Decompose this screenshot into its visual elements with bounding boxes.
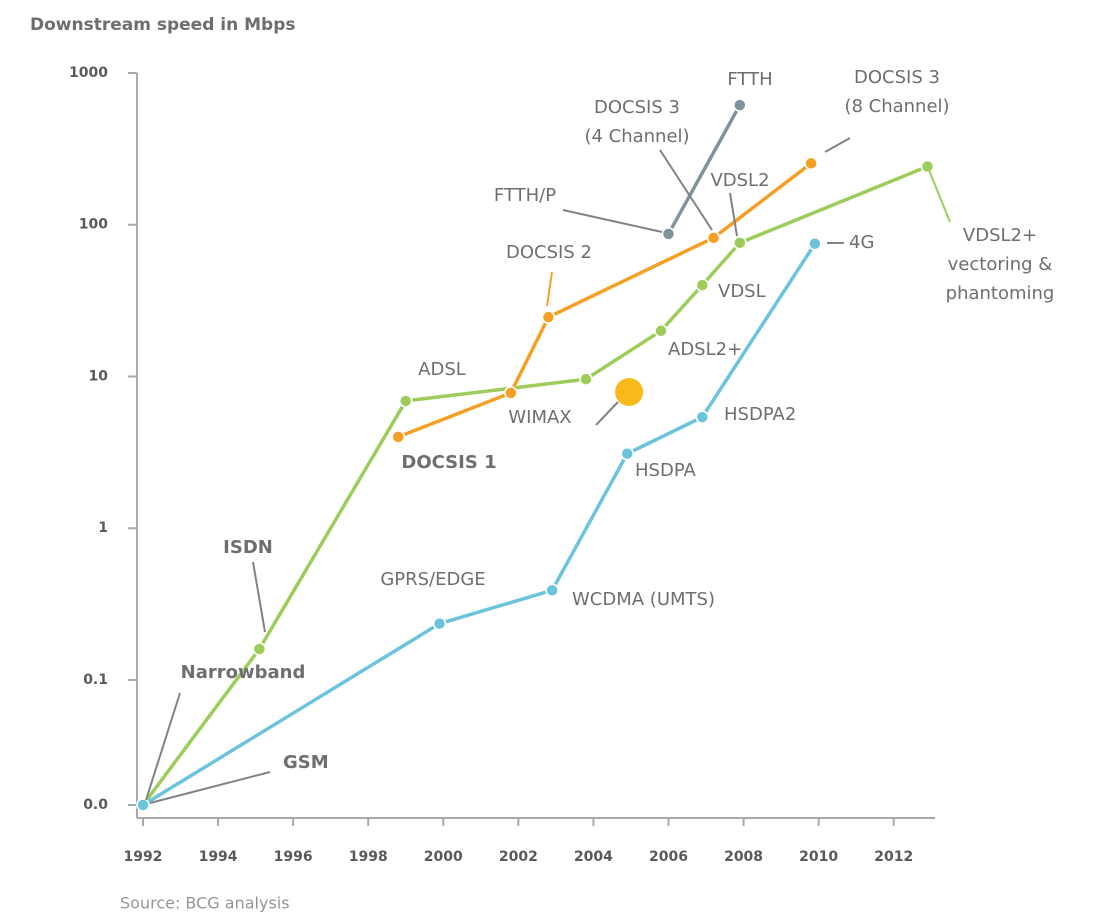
annotation: HSDPA (635, 460, 697, 481)
point (654, 324, 668, 338)
point (661, 227, 676, 241)
x-tick-label: 2002 (499, 849, 538, 865)
leader-line (145, 692, 181, 801)
annotation: FTTH (727, 69, 772, 90)
y-tick-label: 0.1 (83, 672, 108, 688)
annotation: HSDPA2 (724, 404, 796, 425)
annotation: DOCSIS 1 (401, 452, 496, 473)
point (620, 446, 634, 461)
x-tick-label: 1994 (199, 849, 238, 865)
annotation: 4G (849, 232, 874, 253)
annotation: phantoming (946, 283, 1055, 304)
y-tick-label: 100 (79, 217, 108, 233)
leader-line (595, 401, 619, 426)
x-tick-label: 2008 (724, 849, 763, 865)
point (252, 642, 267, 656)
point (695, 410, 710, 424)
source: Source: BCG analysis (120, 894, 290, 913)
point (432, 616, 447, 631)
point (706, 231, 721, 245)
point (545, 583, 559, 598)
leader-line (729, 192, 738, 237)
annotation: VDSL2 (710, 170, 769, 191)
x-tick-label: 1996 (274, 849, 313, 865)
annotation: GPRS/EDGE (380, 569, 485, 590)
x-tick-label: 2000 (424, 849, 463, 865)
point (920, 159, 935, 174)
x-tick-label: 1992 (124, 849, 163, 865)
point (391, 430, 405, 444)
x-tick-label: 2004 (574, 849, 613, 865)
y-tick-label: 0.0 (83, 797, 108, 813)
y-tick-label: 10 (89, 368, 109, 384)
line (141, 164, 929, 807)
annotation: vectoring & (948, 254, 1053, 275)
annotation: FTTH/P (494, 185, 556, 206)
x-tick-label: 2006 (649, 849, 688, 865)
annotation: DOCSIS 3 (854, 67, 940, 88)
point (541, 310, 556, 324)
x-tick-label: 1998 (349, 849, 388, 865)
point (733, 98, 747, 112)
x-tick-label: 2010 (799, 849, 838, 865)
annotation: GSM (283, 752, 329, 773)
leader-line (252, 561, 266, 633)
point (504, 386, 518, 400)
leader-line (562, 209, 663, 233)
annotation: ADSL2+ (668, 339, 742, 360)
leader-line (149, 771, 271, 804)
annotation: (8 Channel) (844, 96, 949, 117)
leader-line (824, 137, 851, 153)
line (666, 104, 742, 235)
point (579, 372, 593, 386)
point (398, 394, 413, 408)
point (733, 236, 747, 250)
annotation: DOCSIS 3 (594, 97, 680, 118)
point (136, 798, 150, 812)
annotation: ADSL (418, 359, 466, 380)
x-tick-label: 2012 (874, 849, 913, 865)
bubble (615, 378, 644, 407)
line (142, 242, 817, 807)
annotation: VDSL (718, 281, 766, 302)
annotation: Narrowband (181, 662, 306, 683)
axis-title: Downstream speed in Mbps (30, 15, 296, 35)
annotation: ISDN (223, 537, 273, 558)
leader-line (928, 169, 951, 223)
annotation: (4 Channel) (584, 126, 689, 147)
point (804, 156, 818, 171)
point (695, 278, 710, 292)
y-tick-label: 1 (98, 520, 108, 536)
leader-line (659, 149, 713, 231)
leader-line (546, 271, 553, 307)
annotation: WIMAX (508, 407, 571, 428)
y-tick-label: 1000 (69, 65, 108, 81)
annotation: WCDMA (UMTS) (572, 589, 715, 610)
annotation: DOCSIS 2 (506, 242, 592, 263)
annotation: VDSL2+ (963, 225, 1037, 246)
point (808, 236, 822, 251)
